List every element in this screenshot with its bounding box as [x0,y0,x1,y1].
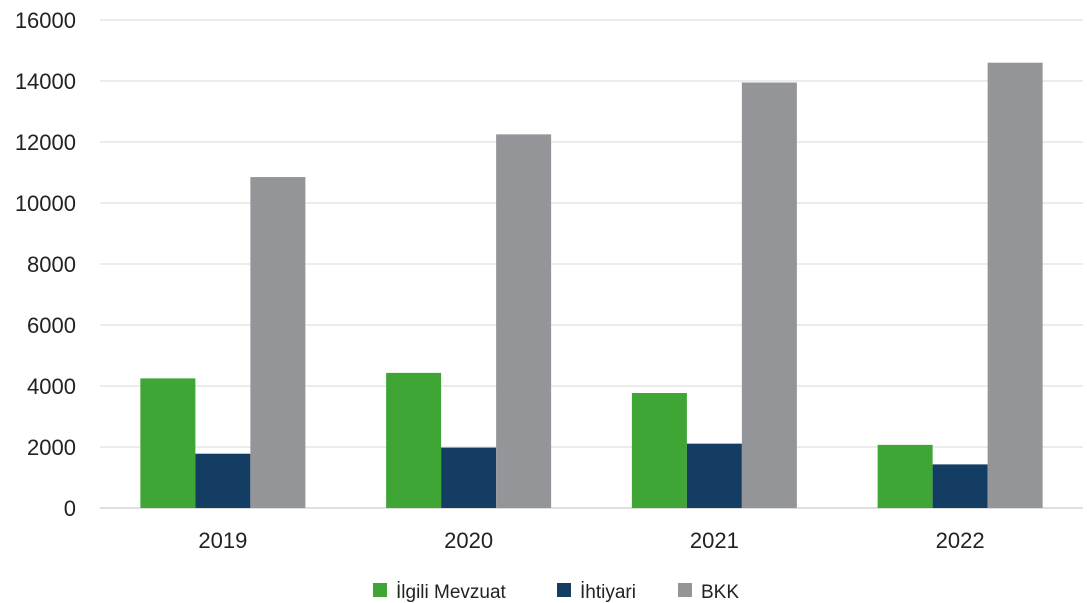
y-axis-tick-labels: 0 2000 4000 6000 8000 10000 12000 14000 16000 [15,8,76,521]
x-axis-tick-labels: 2019 2020 2021 2022 [198,528,984,553]
y-tick-label: 16000 [15,8,76,33]
legend-swatch [557,583,571,597]
bar-2020-0 [386,372,442,508]
y-tick-label: 8000 [27,252,76,277]
bar-2019-0 [140,378,196,508]
x-tick-label: 2019 [198,528,247,553]
bar-2021-0 [631,393,687,508]
bar-2020-1 [441,447,497,508]
x-tick-label: 2021 [690,528,739,553]
x-tick-label: 2022 [936,528,985,553]
legend: İlgili Mevzuat İhtiyari BKK [373,582,739,603]
legend-label: İhtiyari [580,582,636,603]
bar-2022-2 [987,62,1043,508]
bar-2021-2 [741,82,797,509]
y-tick-label: 14000 [15,69,76,94]
bars [140,62,1043,509]
y-tick-label: 0 [64,496,76,521]
y-tick-label: 12000 [15,130,76,155]
legend-label: BKK [701,582,739,603]
gridlines [100,19,1083,509]
bar-2022-1 [932,464,988,508]
legend-swatch [678,583,692,597]
bar-2019-2 [250,177,306,508]
legend-swatch [373,583,387,597]
x-tick-label: 2020 [444,528,493,553]
bar-2020-2 [496,134,552,508]
y-tick-label: 6000 [27,313,76,338]
legend-label: İlgili Mevzuat [396,582,507,603]
y-tick-label: 2000 [27,435,76,460]
bar-2021-1 [686,443,742,508]
y-tick-label: 10000 [15,191,76,216]
bar-2019-1 [195,453,251,508]
y-tick-label: 4000 [27,374,76,399]
bar-2022-0 [877,444,933,508]
